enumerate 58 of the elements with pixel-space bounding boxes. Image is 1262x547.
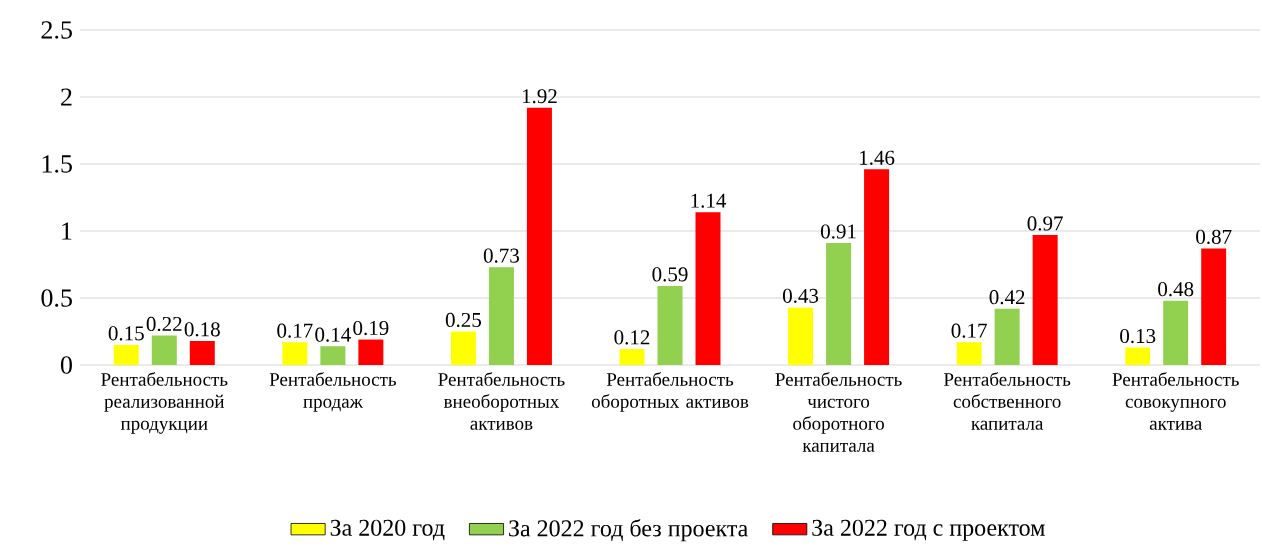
data-label: 0.13 [1120, 328, 1156, 344]
data-label: 0.17 [277, 323, 313, 338]
x-tick-label: Рентабельность внеоборотных активов [438, 372, 565, 430]
x-tick-label: Рентабельность чистого оборотного капитала [775, 372, 902, 452]
bar [826, 243, 852, 365]
legend-label: За 2022 год с проектом [812, 519, 1045, 541]
data-label: 0.48 [1158, 282, 1194, 297]
x-tick-label: Рентабельность совокупного актива [1112, 372, 1239, 430]
y-tick-label: 1.5 [42, 155, 72, 173]
legend-label: За 2022 год без проекта [509, 519, 748, 542]
bar [358, 339, 384, 365]
bar [450, 331, 476, 365]
bar [189, 340, 215, 365]
bar [320, 346, 346, 365]
y-tick-label: 0 [60, 356, 72, 374]
bar [113, 344, 139, 365]
y-tick-label: 1 [62, 222, 72, 240]
bar [788, 307, 814, 365]
bar [151, 335, 177, 365]
bar [695, 212, 721, 365]
bar [619, 348, 645, 365]
x-tick-label: Рентабельность продаж [269, 372, 396, 412]
data-label: 0.22 [146, 316, 182, 332]
y-tick-label: 2 [61, 88, 72, 106]
data-label: 0.25 [445, 312, 481, 328]
data-label: 1.46 [860, 150, 895, 165]
data-label: 1.14 [691, 193, 727, 208]
data-label: 0.42 [989, 290, 1025, 305]
bar [1201, 248, 1227, 365]
data-label: 0.91 [820, 224, 856, 239]
bar [956, 342, 982, 365]
bar [1163, 300, 1189, 365]
bar [864, 169, 890, 365]
bar [1032, 235, 1058, 365]
data-label: 0.14 [315, 327, 351, 342]
data-label: 0.97 [1027, 216, 1063, 231]
data-label: 0.73 [483, 248, 519, 263]
x-tick-label: Рентабельность собственного капитала [943, 372, 1071, 430]
bar [282, 342, 308, 365]
data-label: 0.43 [782, 288, 819, 303]
bar [1125, 347, 1151, 365]
legend-label: За 2020 год [330, 519, 445, 541]
data-label: 0.59 [652, 267, 688, 282]
bar [657, 285, 683, 365]
x-tick-label: Рентабельность реализованной продукции [101, 372, 228, 434]
bar [488, 267, 514, 365]
bar [526, 107, 552, 365]
y-tick-label: 0.5 [41, 289, 72, 307]
x-tick-label: Рентабельность оборотных активов [591, 372, 749, 412]
data-label: 0.12 [614, 330, 650, 345]
data-label: 0.18 [184, 322, 220, 337]
y-tick-label: 2.5 [41, 21, 72, 39]
data-label: 0.87 [1196, 229, 1232, 245]
data-label: 1.92 [522, 89, 557, 104]
data-label: 0.15 [108, 326, 144, 341]
bar [994, 308, 1020, 365]
data-label: 0.17 [951, 323, 987, 338]
data-label: 0.19 [353, 320, 389, 336]
